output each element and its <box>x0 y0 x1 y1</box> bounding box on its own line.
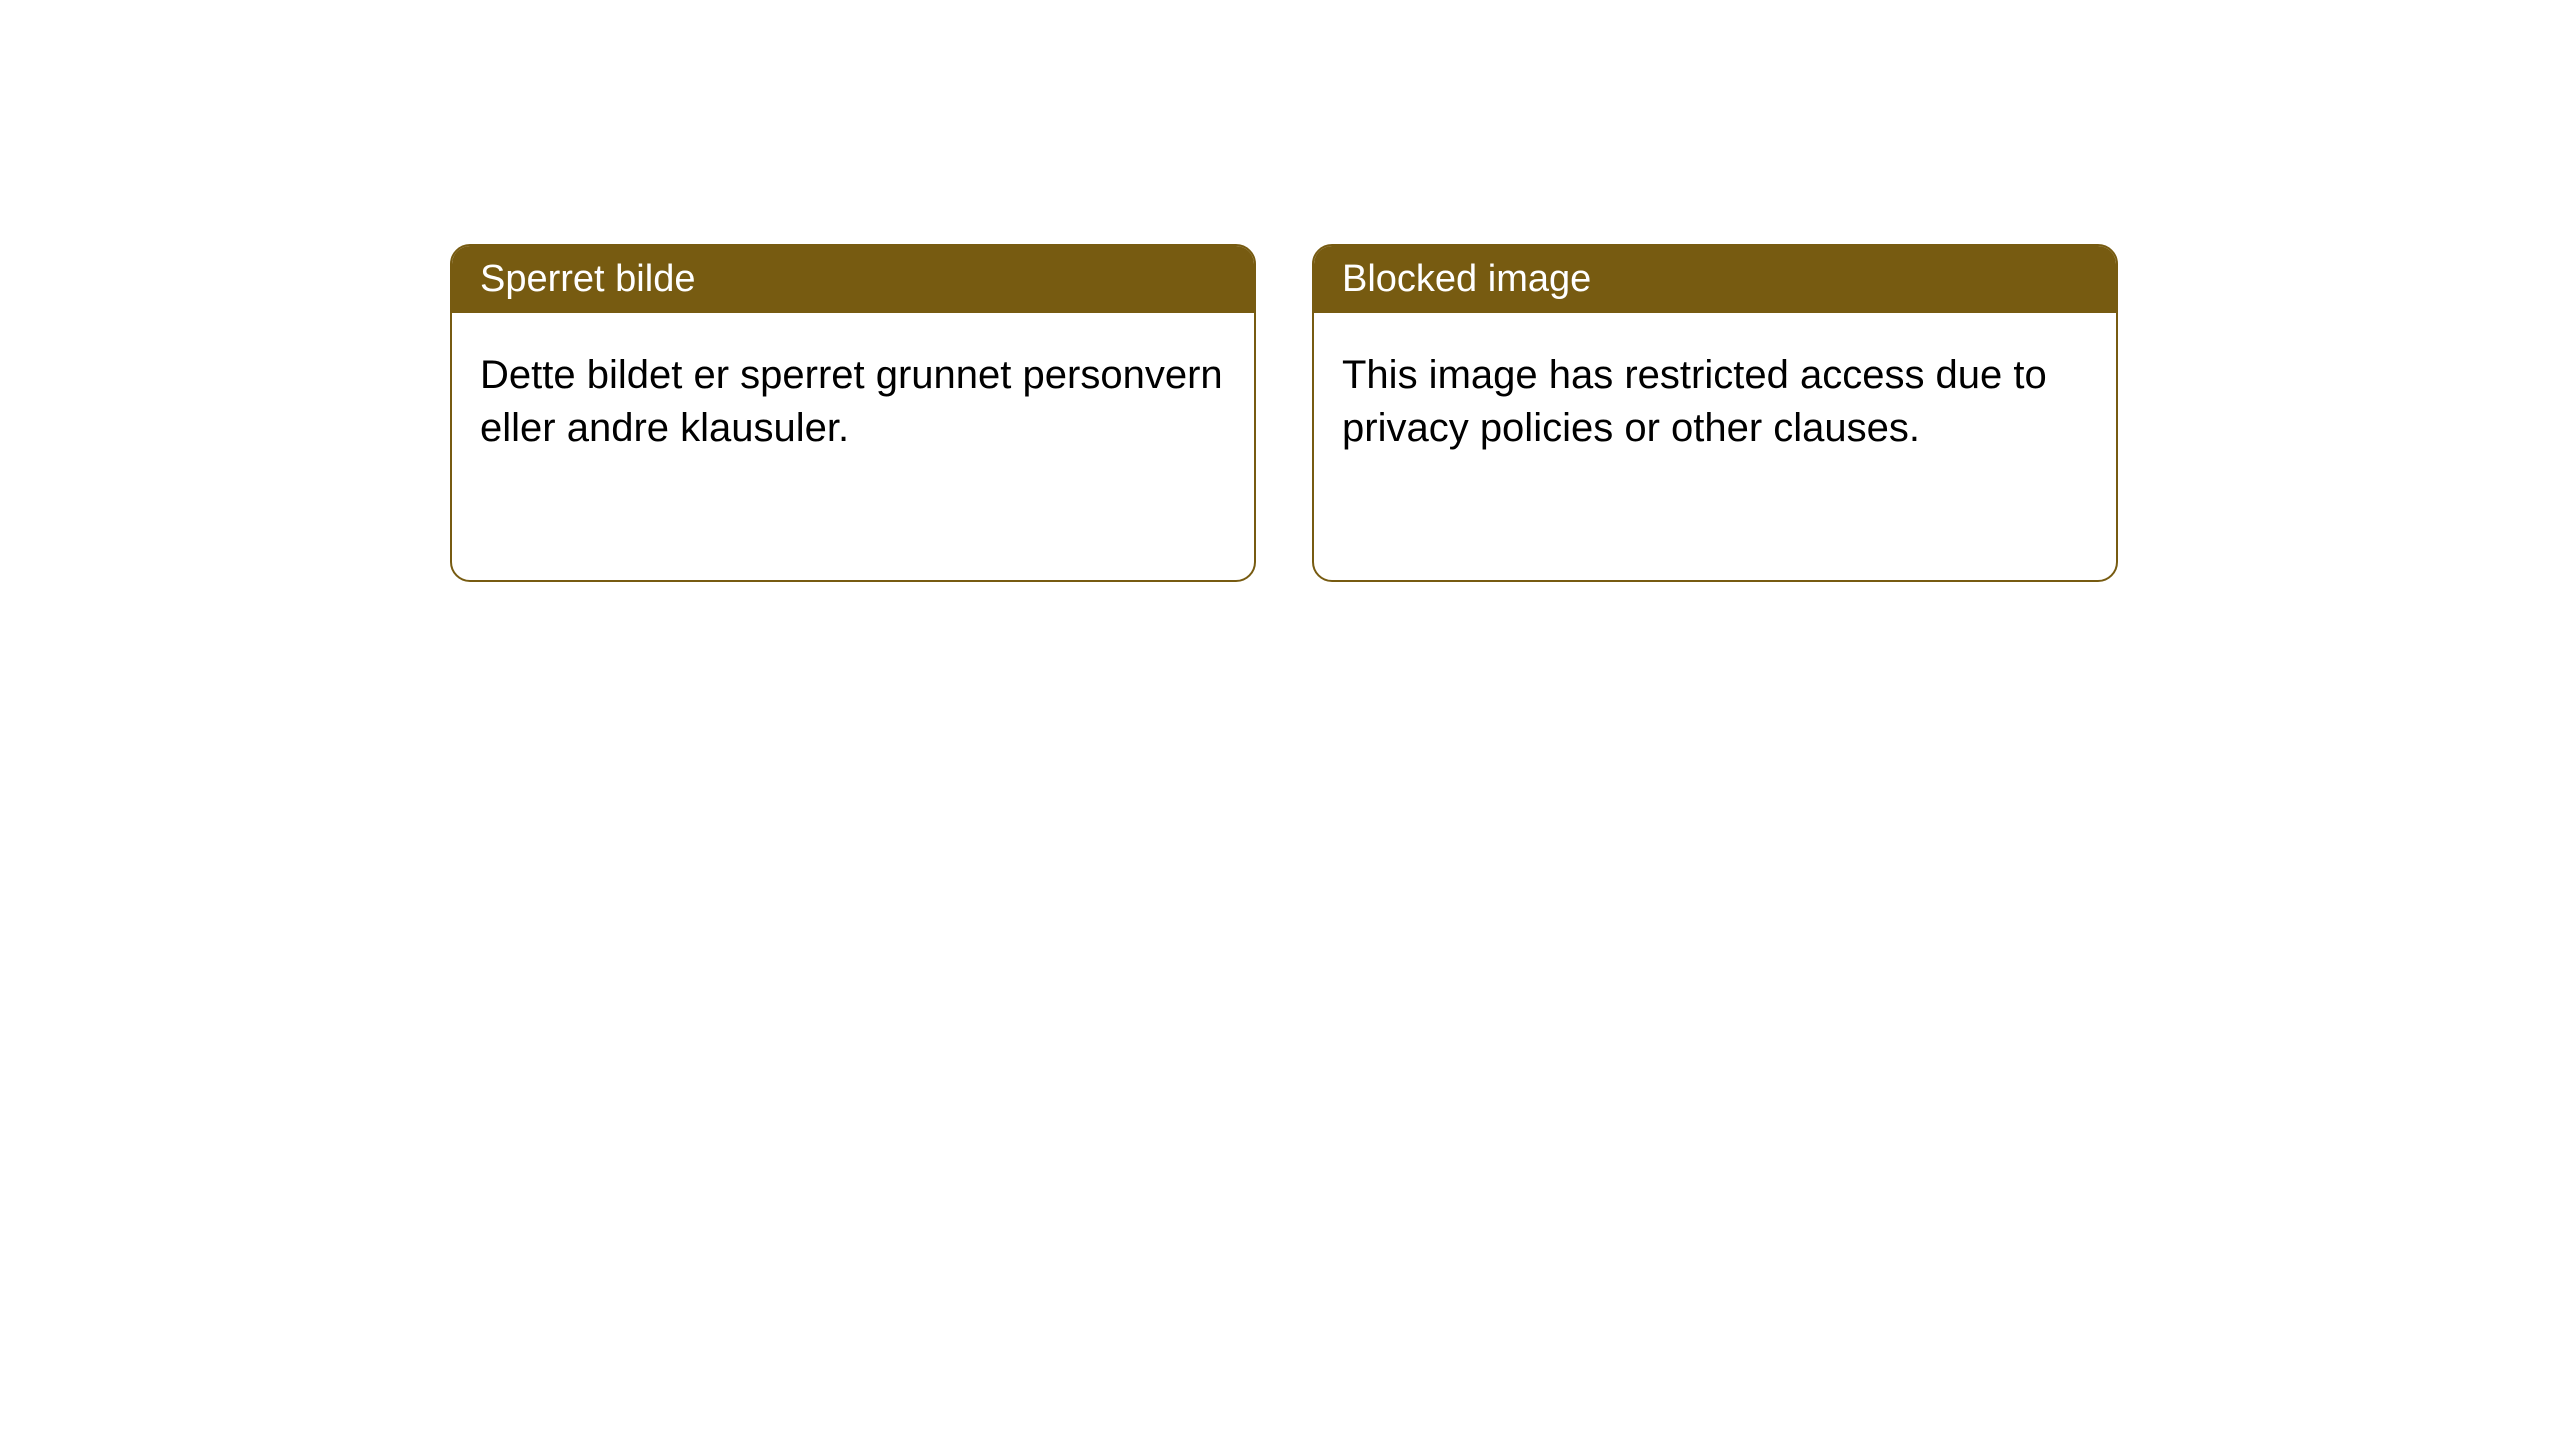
notice-header-english: Blocked image <box>1314 246 2116 313</box>
notice-header-norwegian: Sperret bilde <box>452 246 1254 313</box>
notice-body-norwegian: Dette bildet er sperret grunnet personve… <box>452 313 1254 491</box>
notice-container: Sperret bilde Dette bildet er sperret gr… <box>450 244 2118 582</box>
notice-body-english: This image has restricted access due to … <box>1314 313 2116 491</box>
notice-box-english: Blocked image This image has restricted … <box>1312 244 2118 582</box>
notice-box-norwegian: Sperret bilde Dette bildet er sperret gr… <box>450 244 1256 582</box>
